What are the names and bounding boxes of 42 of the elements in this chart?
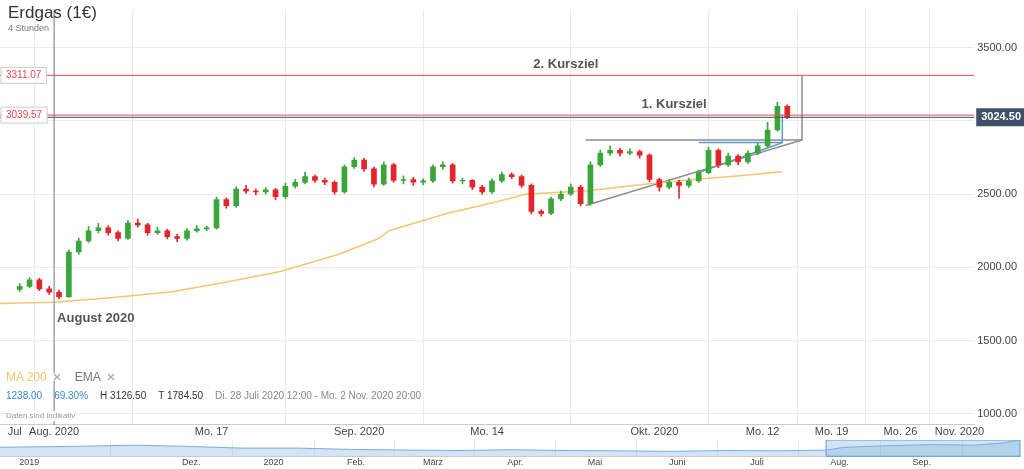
text: 4 Stunden — [8, 23, 50, 33]
annotation: H 3126.50 — [100, 390, 147, 401]
text: MA 200 — [6, 370, 47, 384]
x-tick-label: Jul — [7, 425, 22, 438]
annotation: Di. 28 Juli 2020 12:00 - Mo. 2 Nov. 2020 20:00 — [215, 390, 422, 401]
x-tick-label: Mo. 12 — [745, 425, 780, 438]
annotation: 2. Kursziel — [533, 56, 599, 72]
ref-line-label: 3039.57 — [6, 108, 43, 120]
x-tick-label: 2019 — [19, 457, 40, 468]
x-tick-label: Mo. 19 — [814, 425, 849, 438]
x-tick-label: Mo. 17 — [194, 425, 229, 438]
x-tick-label: Mo. 26 — [883, 425, 918, 438]
x-tick-label: März — [422, 457, 444, 468]
x-tick-label: Juni — [669, 457, 686, 468]
annotation: 69.30% — [54, 390, 89, 401]
x-tick-label: Mo. 14 — [470, 425, 504, 438]
annotation: 1238.00 — [6, 390, 43, 401]
x-tick-label: 2020 — [263, 457, 284, 468]
x-tick-label: Juli — [750, 457, 764, 468]
y-tick-label: 2000.00 — [977, 260, 1017, 273]
x-tick-label: Mai — [587, 457, 603, 468]
x-tick-label: Aug. — [830, 457, 849, 468]
y-tick-label: 2500.00 — [977, 187, 1017, 200]
x-tick-label: Aug. 2020 — [29, 425, 80, 438]
ref-line-label: 3024.50 — [981, 110, 1021, 123]
ref-line-label: August 2020 — [57, 310, 135, 326]
x-tick-label: Sep. 2020 — [334, 425, 385, 438]
x-tick-label: Okt. 2020 — [630, 425, 679, 438]
annotation: Daten sind indikativ — [6, 411, 76, 421]
y-tick-label: 3500.00 — [977, 40, 1017, 53]
x-tick-label: Sep. — [912, 457, 931, 468]
annotation: EMA — [74, 370, 101, 384]
annotation: 1. Kursziel — [641, 96, 707, 112]
x-tick-label: Feb. — [346, 457, 365, 468]
annotation: T 1784.50 — [158, 390, 204, 401]
x-tick-label: Nov. 2020 — [934, 425, 985, 438]
chart-title: Erdgas (1€) — [8, 3, 97, 22]
y-tick-label: 1500.00 — [977, 333, 1017, 346]
x-tick-label: Dez. — [181, 457, 201, 468]
ref-line-label: 3311.07 — [6, 69, 42, 81]
x-tick-label: Apr. — [507, 457, 524, 468]
y-tick-label: 1000.00 — [977, 406, 1017, 419]
